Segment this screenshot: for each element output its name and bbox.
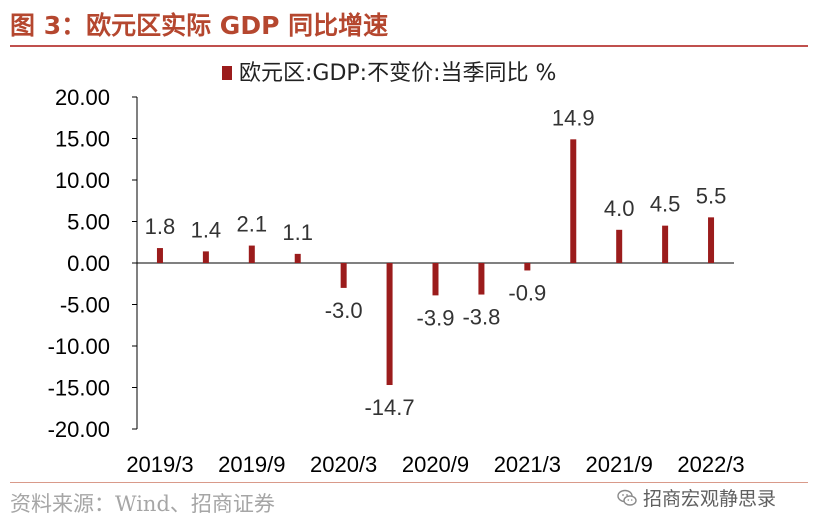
data-label: 2.1	[237, 212, 268, 237]
y-tick-label: -5.00	[60, 293, 110, 318]
watermark: 招商宏观静思录	[617, 484, 776, 511]
y-tick-label: 20.00	[55, 85, 110, 110]
bar	[616, 229, 623, 263]
data-label: 14.9	[552, 105, 595, 130]
x-tick-label: 2019/9	[218, 452, 285, 477]
wechat-icon	[617, 489, 637, 506]
bar	[662, 225, 669, 263]
bar	[202, 251, 209, 263]
x-tick-label: 2020/3	[310, 452, 377, 477]
bar-chart: 欧元区:GDP:不变价:当季同比 % 20.00 15.00 10.00 5.00 0.0…	[48, 61, 745, 477]
data-label: 1.8	[145, 214, 176, 239]
bar	[386, 263, 393, 386]
bar	[340, 263, 347, 288]
x-tick-label: 2019/3	[126, 452, 193, 477]
data-label: 1.1	[282, 220, 313, 245]
x-tick-label: 2020/9	[402, 452, 469, 477]
y-tick-label: -10.00	[48, 334, 110, 359]
bar	[294, 253, 301, 263]
source-note: 资料来源：Wind、招商证券	[10, 492, 275, 516]
x-tick-label: 2022/3	[677, 452, 744, 477]
data-label: 4.0	[604, 196, 635, 221]
y-tick-label: 10.00	[55, 168, 110, 193]
page-title: 图 3：欧元区实际 GDP 同比增速	[10, 11, 389, 40]
title-divider	[10, 45, 808, 47]
bar	[248, 245, 255, 263]
data-label: 5.5	[696, 183, 727, 208]
data-label: -3.9	[417, 305, 455, 330]
y-tick-label: 15.00	[55, 127, 110, 152]
bar	[570, 139, 577, 263]
watermark-text: 招商宏观静思录	[643, 488, 777, 510]
bar	[524, 263, 531, 271]
data-label: 4.5	[650, 192, 681, 217]
footer-divider	[10, 482, 808, 483]
legend-label: 欧元区:GDP:不变价:当季同比 %	[239, 61, 556, 86]
bar	[478, 263, 485, 295]
data-label: 1.4	[191, 217, 222, 242]
data-label: -3.0	[325, 298, 363, 323]
data-label: -3.8	[462, 305, 500, 330]
x-tick-label: 2021/3	[494, 452, 561, 477]
bar	[708, 217, 715, 263]
bar	[432, 263, 439, 296]
y-tick-label: -20.00	[48, 417, 110, 442]
data-label: -14.7	[364, 395, 414, 420]
y-tick-label: 5.00	[67, 210, 110, 235]
y-tick-label: -15.00	[48, 376, 110, 401]
x-tick-label: 2021/9	[586, 452, 653, 477]
bar	[156, 248, 163, 263]
y-tick-label: 0.00	[67, 251, 110, 276]
legend-swatch	[222, 66, 232, 80]
data-label: -0.9	[508, 280, 546, 305]
